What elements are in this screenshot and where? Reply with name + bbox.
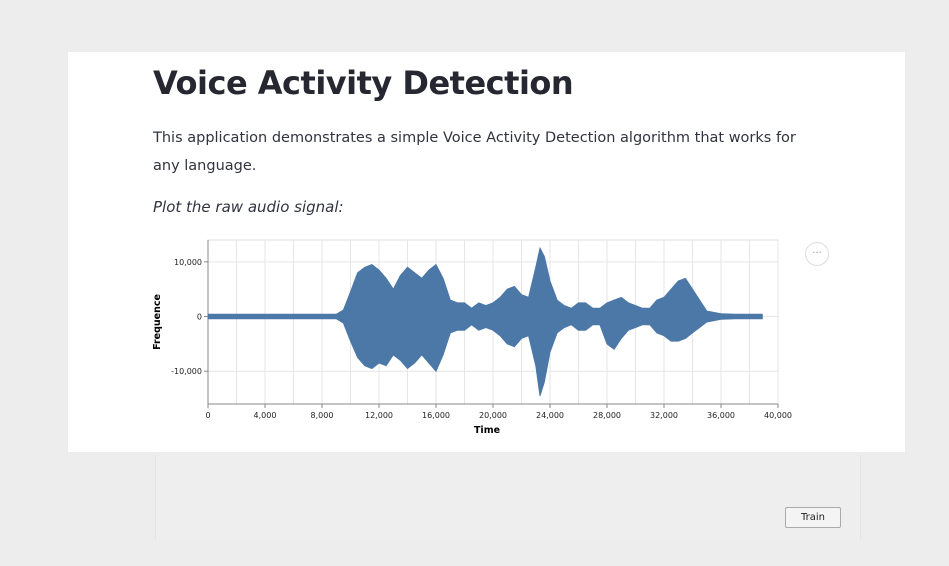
x-tick-label: 20,000: [479, 411, 507, 420]
signal-waveform-area: [207, 246, 763, 396]
chart-actions-menu-button[interactable]: ···: [805, 242, 829, 266]
audio-signal-chart-svg: 0 4,000 8,000 12,000 16,000 20,000 24,000 28,00…: [152, 239, 792, 436]
x-tick-label: 36,000: [707, 411, 735, 420]
x-tick-label: 4,000: [254, 411, 277, 420]
main-content-card: Voice Activity Detection This applicatio…: [68, 52, 905, 452]
x-tick-label: 16,000: [422, 411, 450, 420]
section-subheading: Plot the raw audio signal:: [153, 198, 344, 216]
y-tick-label: -10,000: [171, 367, 202, 376]
y-axis-title: Frequence: [152, 294, 163, 350]
page-title: Voice Activity Detection: [153, 64, 574, 102]
x-tick-label: 32,000: [650, 411, 678, 420]
lower-panel: [155, 455, 861, 540]
x-tick-label: 40,000: [764, 411, 792, 420]
x-tick-label: 8,000: [311, 411, 334, 420]
x-tick-label: 0: [205, 411, 210, 420]
y-tick-label: 0: [197, 313, 202, 322]
x-tick-label: 12,000: [365, 411, 393, 420]
x-tick-label: 24,000: [536, 411, 564, 420]
audio-signal-chart: 0 4,000 8,000 12,000 16,000 20,000 24,000 28,00…: [150, 232, 800, 441]
y-tick-label: 10,000: [174, 258, 202, 267]
page-description: This application demonstrates a simple V…: [153, 130, 796, 174]
train-button[interactable]: Train: [785, 507, 841, 528]
x-tick-label: 28,000: [593, 411, 621, 420]
x-axis-title: Time: [474, 425, 500, 436]
